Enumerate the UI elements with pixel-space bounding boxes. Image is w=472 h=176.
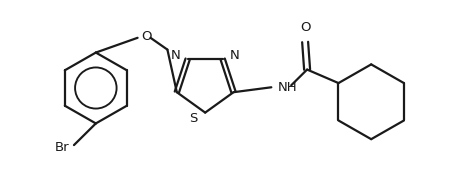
Text: NH: NH bbox=[277, 81, 297, 94]
Text: Br: Br bbox=[54, 141, 69, 153]
Text: O: O bbox=[142, 30, 152, 43]
Text: N: N bbox=[171, 49, 181, 62]
Text: N: N bbox=[230, 49, 239, 62]
Text: S: S bbox=[189, 112, 197, 125]
Text: O: O bbox=[300, 21, 311, 34]
